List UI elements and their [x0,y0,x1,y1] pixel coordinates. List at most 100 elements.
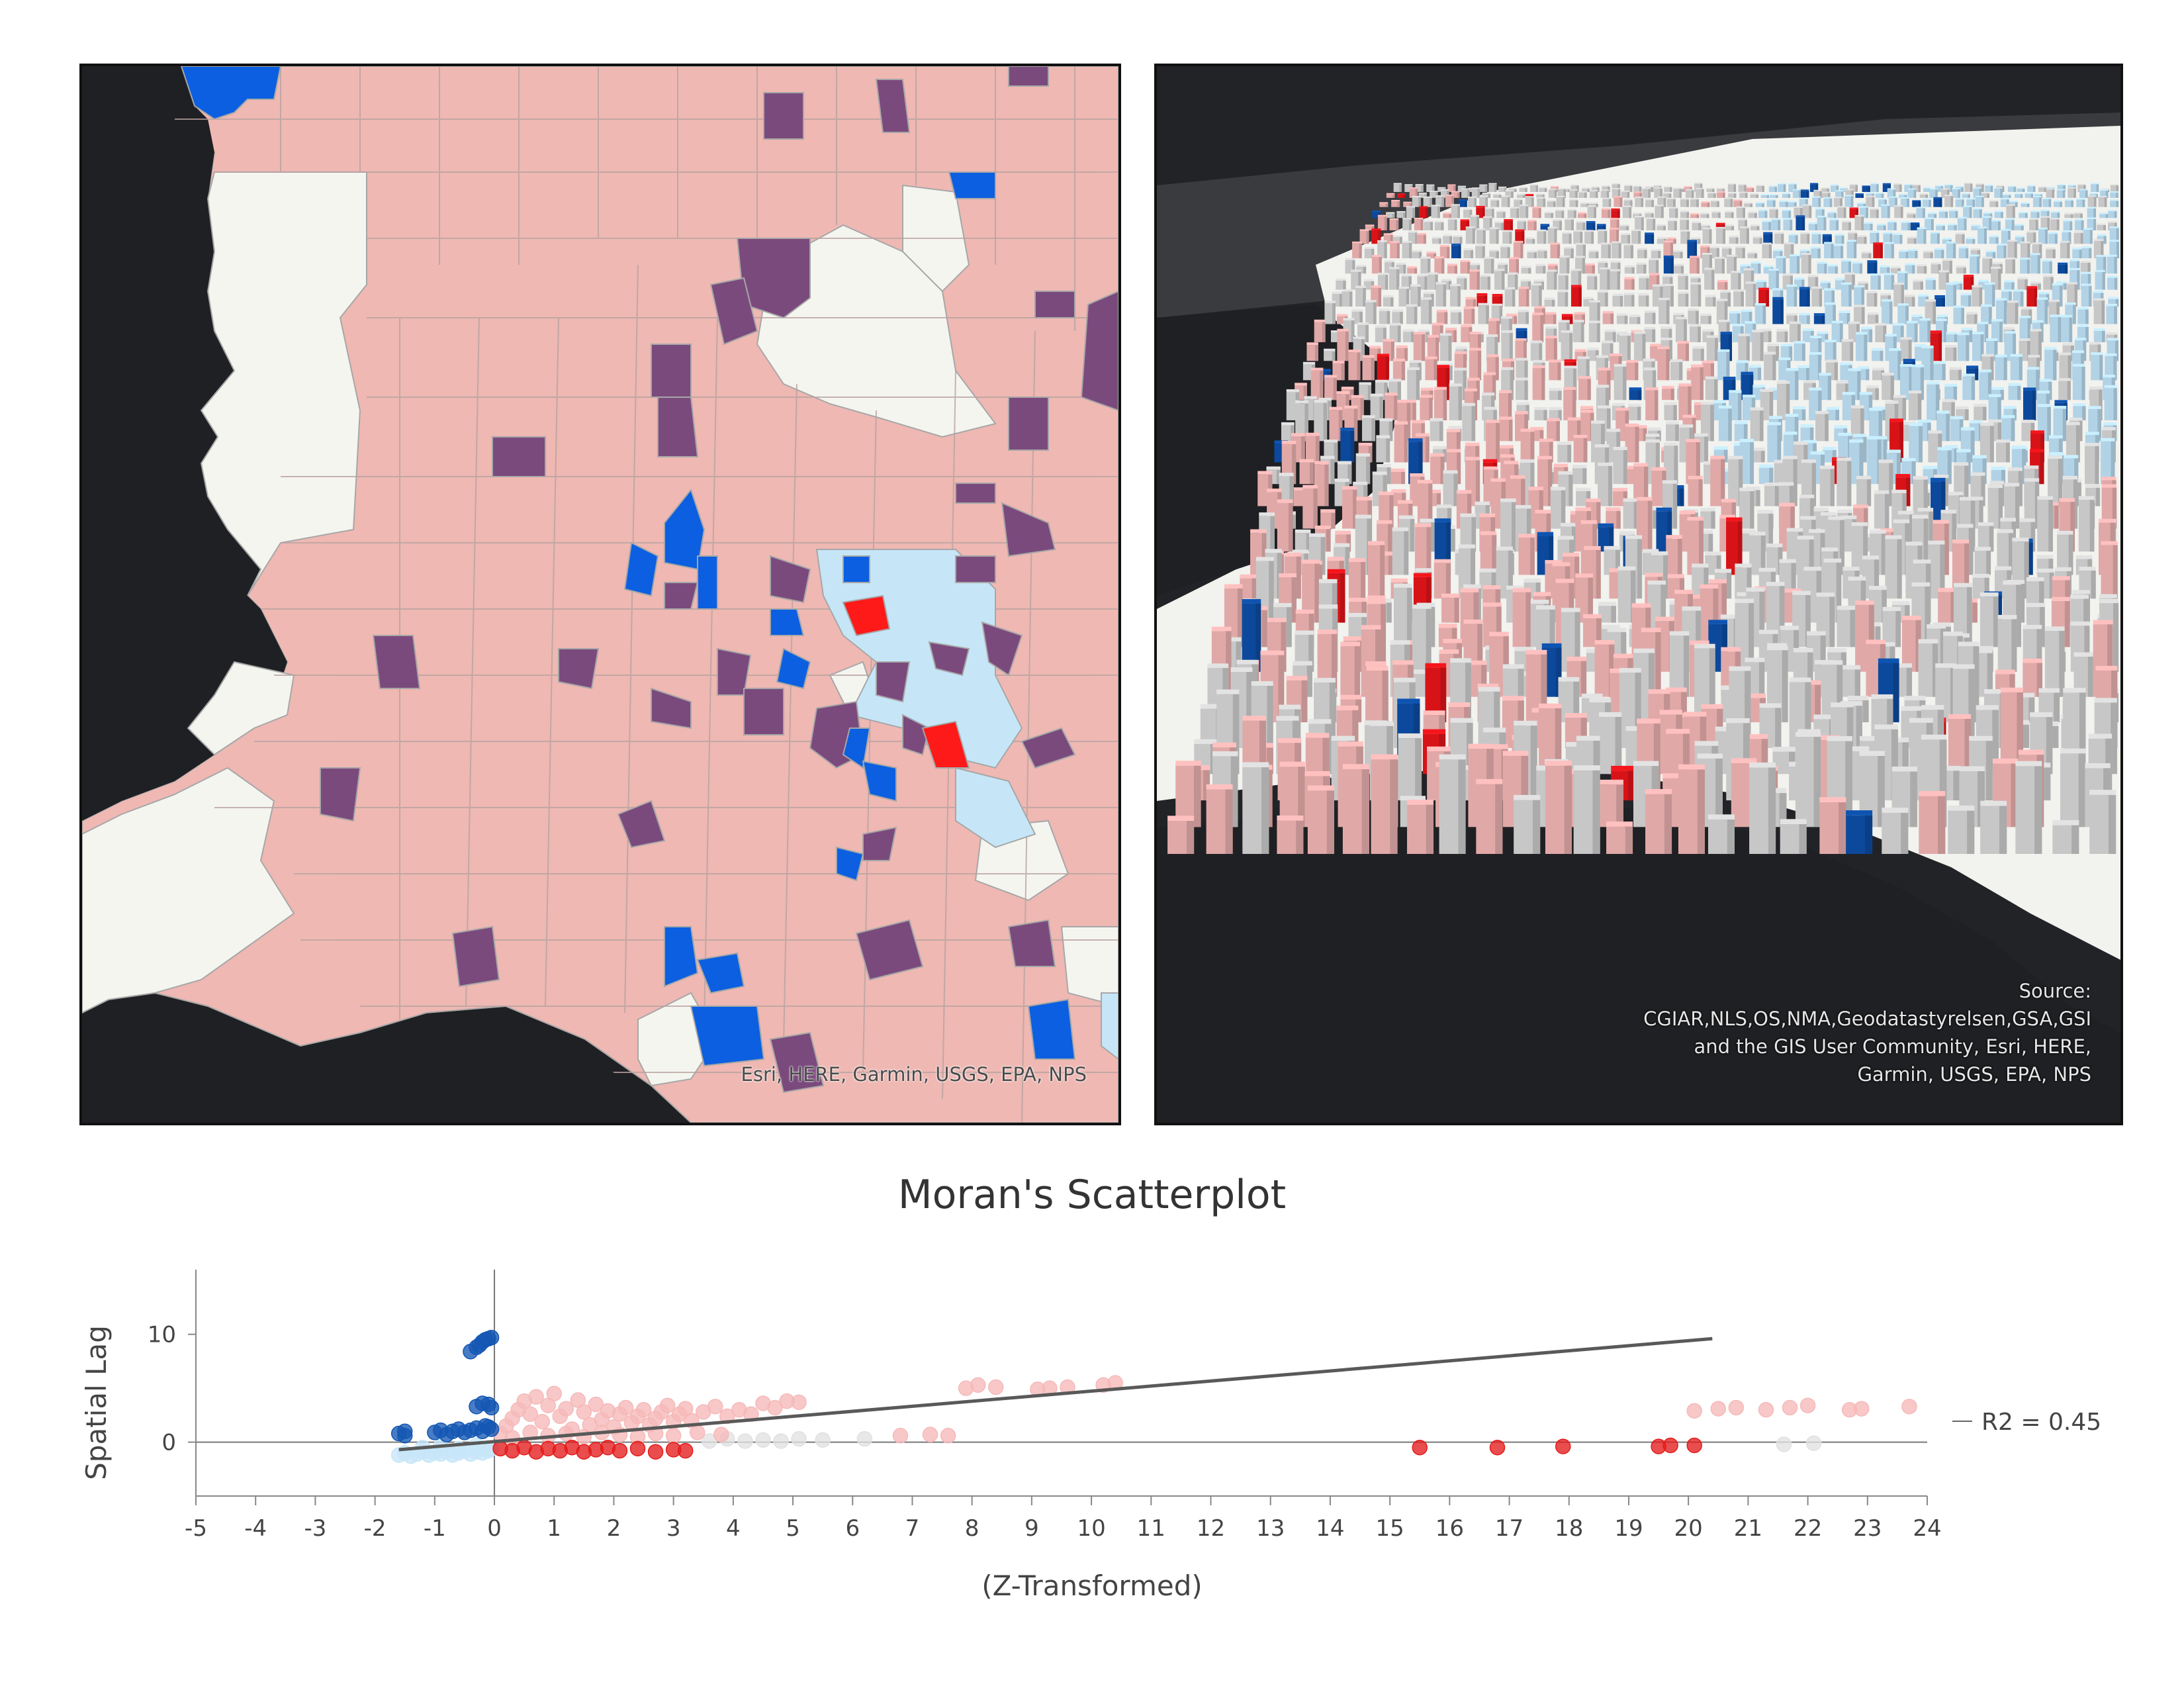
bar-top-face [1973,208,1982,210]
extruded-bar [1933,361,1946,381]
bar-side-face [1387,467,1391,485]
bar-top-face [2077,324,2089,327]
extruded-bar [1994,187,2003,198]
bar-side-face [1762,203,1764,207]
extruded-bar [1813,189,1822,198]
bar-top-face [1966,365,1979,369]
bar-side-face [1458,245,1461,259]
bar-top-face [1358,442,1373,446]
extruded-bar [1460,259,1471,274]
extruded-bar [1619,224,1629,230]
extruded-bar [1907,212,1916,218]
bar-side-face [1418,442,1423,485]
bar-top-face [2008,383,2021,386]
bar-top-face [1776,381,1790,384]
extruded-bar [2064,199,2073,207]
bar-top-face [1970,254,1980,257]
bar-top-face [1767,344,1780,346]
bar-side-face [1707,247,1710,259]
bar-top-face [1420,387,1433,391]
bar-top-face [2046,187,2055,188]
bar-side-face [1715,338,1719,361]
bar-top-face [1866,192,1875,194]
lisa-cluster-map-2d[interactable]: Esri, HERE, Garmin, USGS, EPA, NPS [79,64,1121,1125]
bar-top-face [1391,489,1406,493]
bar-top-face [1355,285,1366,288]
bar-top-face [1266,466,1281,470]
bar-top-face [1913,279,1923,282]
bar-top-face [1800,232,1810,234]
bar-top-face [1431,205,1440,207]
bar-side-face [1706,214,1709,218]
bar-top-face [1529,184,1539,185]
bar-side-face [1412,207,1416,218]
bar-top-face [1482,393,1495,396]
bar-top-face [1580,409,1594,413]
extruded-bar [1674,263,1684,274]
bar-side-face [1423,234,1426,244]
extruded-bar [1907,249,1918,259]
bar-top-face [1845,189,1854,191]
bar-side-face [2073,479,2078,529]
bar-top-face [1778,183,1786,185]
bar-top-face [2097,234,2107,236]
extruded-bar [1562,232,1572,244]
bar-top-face [1906,320,1918,324]
extruded-bar [1420,256,1431,274]
county-cluster-map[interactable] [82,66,1118,1123]
bar-side-face [1467,189,1470,198]
bar-side-face [1492,375,1496,400]
bar-side-face [2011,521,2017,552]
extruded-bar [1750,224,1760,230]
bar-top-face [1696,187,1704,189]
bar-top-face [1907,188,1917,190]
bar-side-face [1515,274,1518,290]
extruded-bar [1502,230,1512,244]
bar-side-face [1874,293,1878,307]
lisa-cluster-map-3d[interactable]: Source: CGIAR,NLS,OS,NMA,Geodatastyrelse… [1154,64,2123,1125]
bar-top-face [2110,199,2119,201]
bar-top-face [1469,332,1481,334]
bar-front-face [1808,224,1818,230]
bar-side-face [2009,291,2012,307]
extruded-bar [1490,199,1500,207]
bar-top-face [1404,184,1413,185]
bar-top-face [1811,232,1821,234]
bar-side-face [1509,232,1512,244]
extruded-bar [1700,212,1709,218]
bar-top-face [1486,420,1500,423]
extruded-bar [2040,216,2050,230]
bar-top-face [1585,498,1601,502]
bar-side-face [2077,482,2081,506]
extruded-bar [1537,249,1547,259]
bar-side-face [1914,323,1918,342]
bar-front-face [1623,200,1633,207]
bar-top-face [1561,314,1573,316]
extruded-bar [1547,226,1557,244]
bar-side-face [1913,238,1917,244]
extruded-3d-scene[interactable] [1157,66,2120,1123]
extruded-bar [1907,236,1917,244]
bar-front-face [1899,195,1907,198]
extruded-bar [1371,255,1382,274]
bar-front-face [1827,212,1837,218]
bar-top-face [1903,359,1915,362]
extruded-bar [1635,215,1644,230]
bar-side-face [1542,308,1545,324]
extruded-bar [1394,421,1408,463]
bar-front-face [1396,212,1406,218]
bar-side-face [1907,222,1911,230]
bar-side-face [1300,436,1305,463]
bar-top-face [1476,205,1485,208]
bar-front-face [2000,199,2009,207]
extruded-bar [1931,262,1941,274]
bar-side-face [1927,320,1931,342]
bar-side-face [1465,201,1467,207]
bar-top-face [1392,358,1406,361]
bar-top-face [1614,196,1623,198]
bar-front-face [1539,188,1547,192]
extruded-bar [1751,447,1765,463]
extruded-bar [1981,304,1992,324]
bar-top-face [1740,264,1751,267]
bar-top-face [1700,401,1714,405]
